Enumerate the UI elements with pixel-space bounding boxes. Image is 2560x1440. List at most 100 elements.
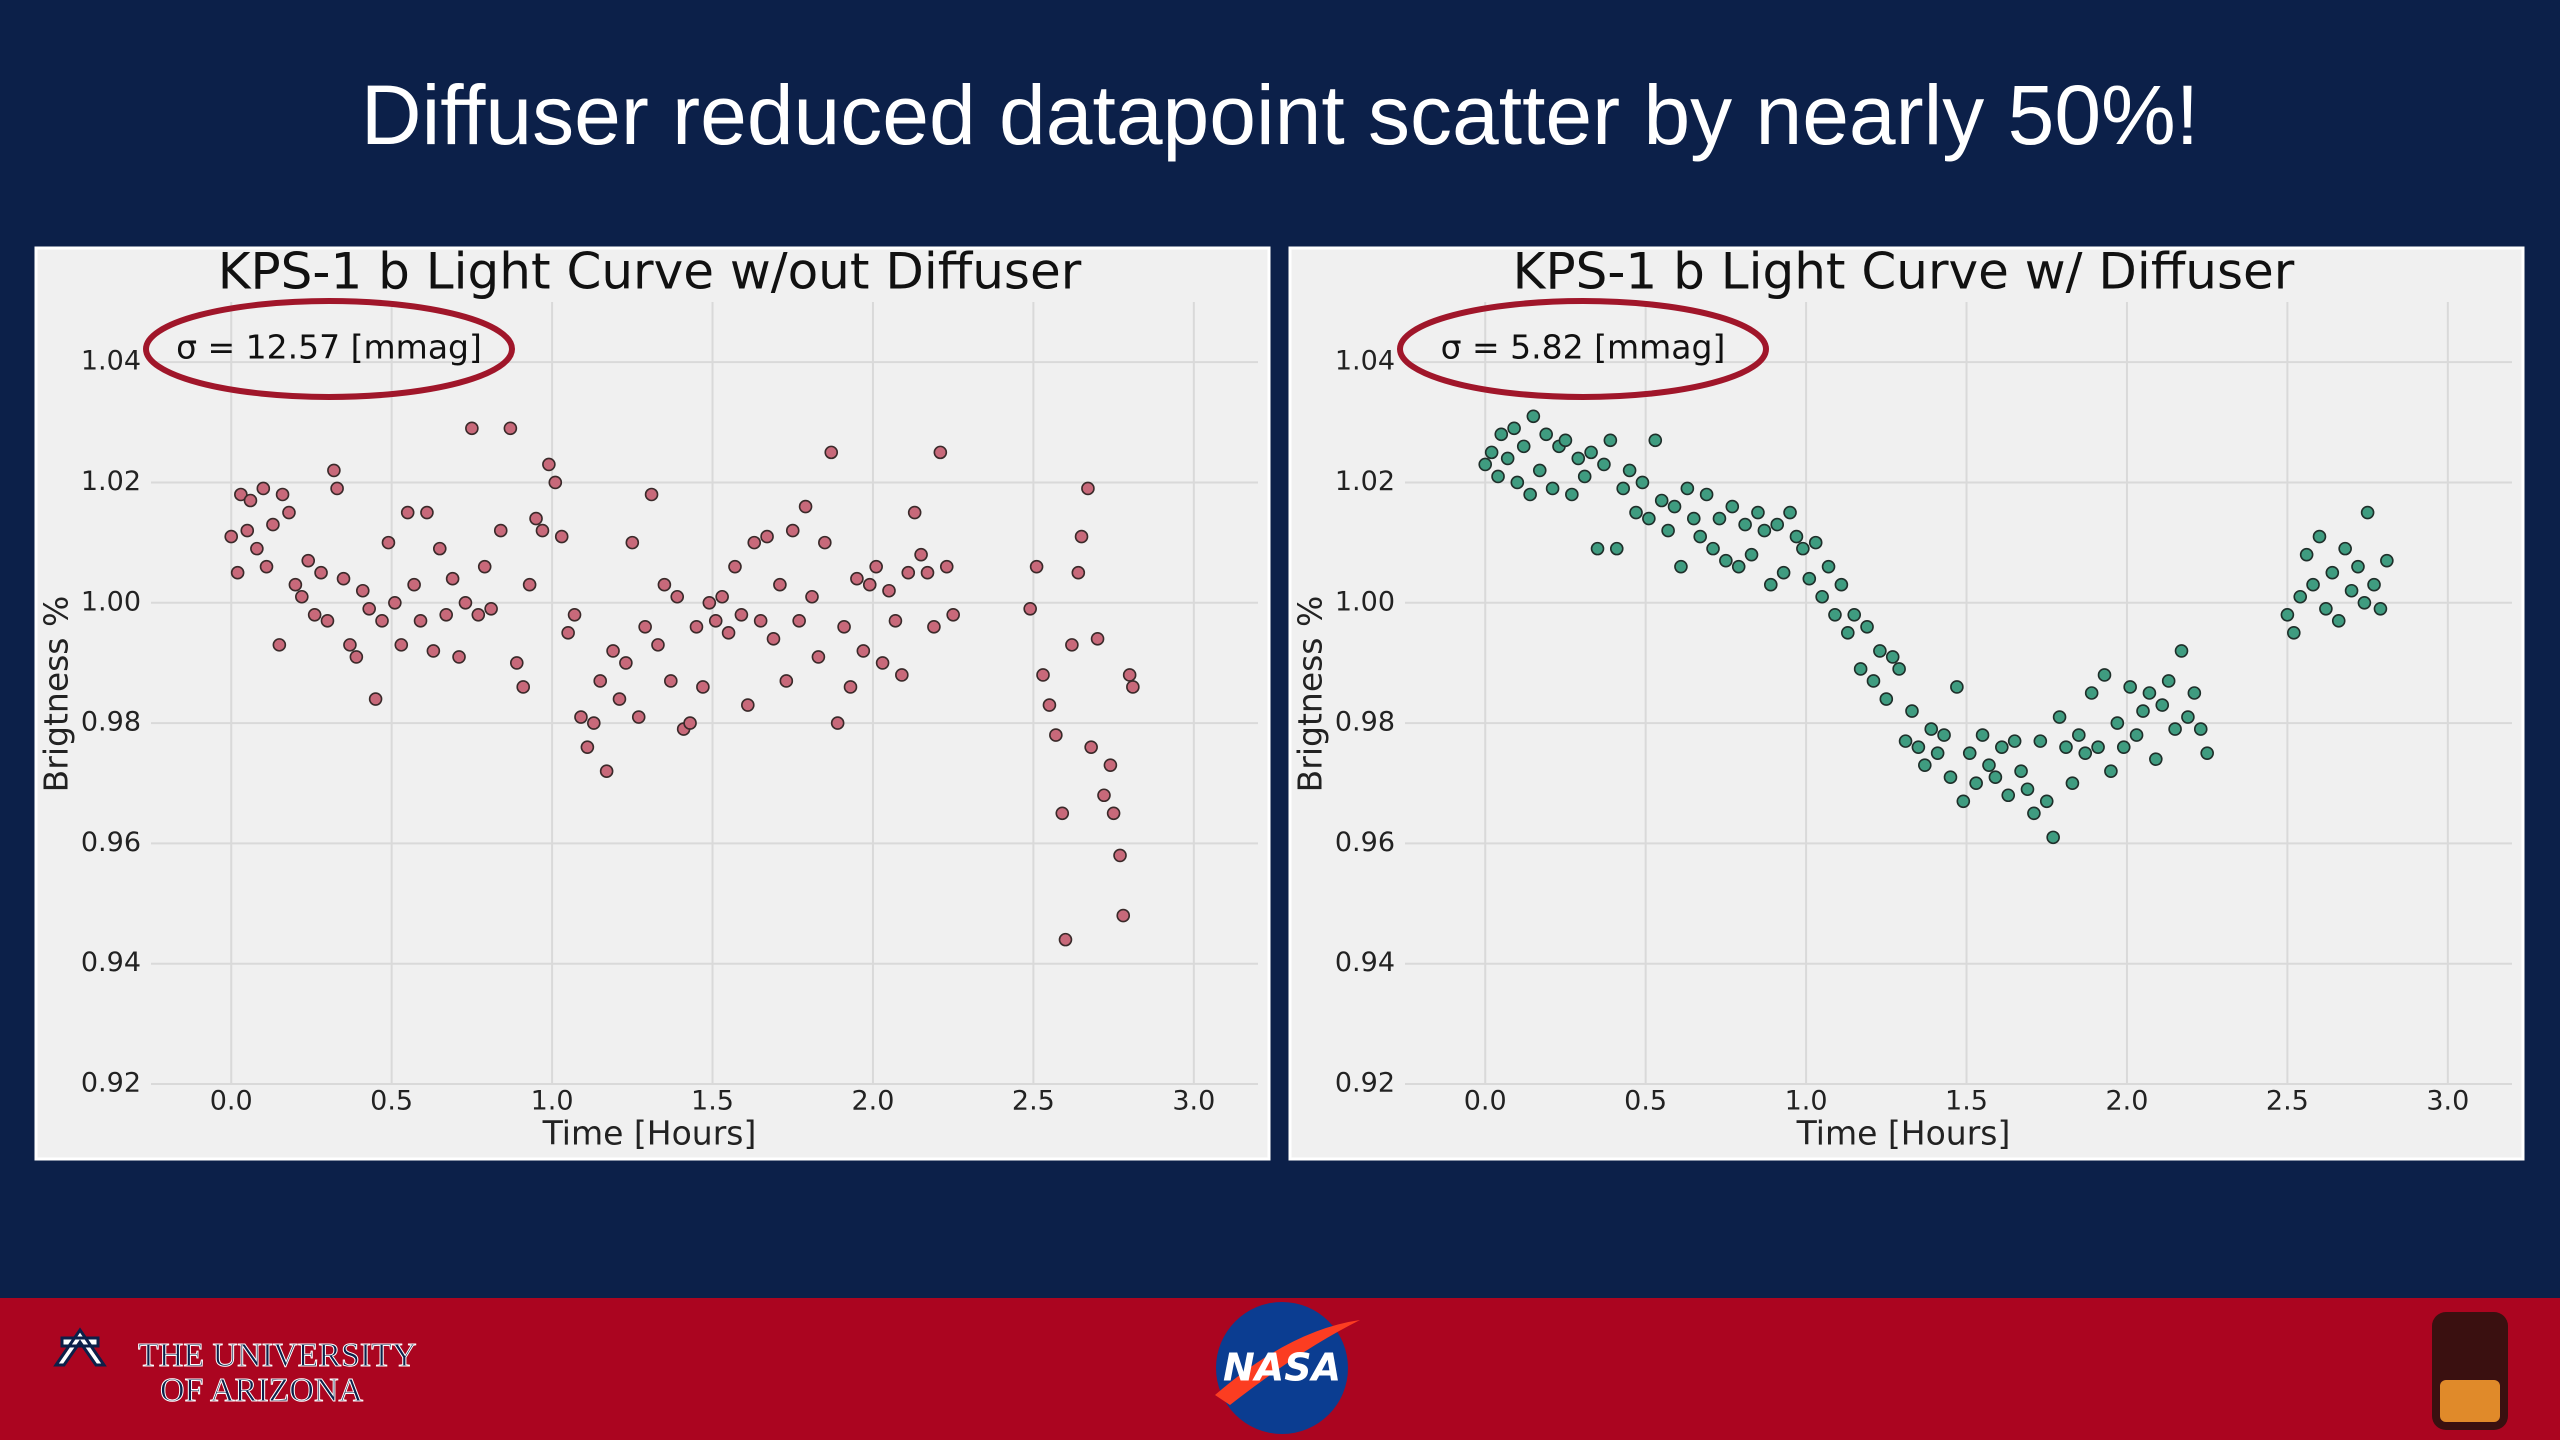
data-point (2299, 547, 2314, 562)
data-point (850, 571, 864, 586)
data-point (1719, 553, 1733, 568)
data-point (1834, 577, 1849, 592)
data-point (2065, 776, 2080, 791)
data-point (1532, 463, 1547, 478)
data-point (1635, 475, 1650, 490)
data-point (1898, 734, 1913, 748)
data-point (1597, 457, 1611, 472)
data-point (432, 541, 447, 556)
data-point (343, 638, 357, 652)
data-point (1744, 547, 1759, 562)
x-axis-label: Time [Hours] (542, 1114, 757, 1153)
data-point (2020, 782, 2035, 797)
data-point (1802, 571, 1817, 586)
slide-title: Diffuser reduced datapoint scatter by ne… (361, 68, 2199, 162)
data-point (400, 505, 415, 520)
data-point (2331, 614, 2346, 628)
data-point (760, 529, 774, 544)
data-point (1699, 487, 1714, 502)
data-point (1885, 650, 1900, 664)
y-tick-label: 0.98 (81, 707, 141, 738)
data-point (542, 457, 556, 472)
data-point (1622, 463, 1637, 478)
data-point (2200, 746, 2214, 760)
data-point (1571, 451, 1586, 466)
data-point (766, 632, 781, 646)
data-point (458, 595, 473, 610)
data-point (282, 505, 296, 520)
data-point (1763, 577, 1778, 592)
data-point (1937, 728, 1951, 742)
data-point (2155, 698, 2170, 712)
x-tick-label: 1.5 (691, 1086, 734, 1117)
y-tick-label: 0.94 (81, 947, 141, 978)
data-point (1661, 523, 1675, 538)
data-point (314, 565, 328, 580)
data-point (657, 577, 672, 592)
data-point (1516, 439, 1531, 454)
data-point (2039, 794, 2054, 809)
data-point (1090, 632, 1105, 646)
data-point (1783, 505, 1797, 520)
data-point (1860, 620, 1874, 634)
data-point (1905, 704, 1919, 718)
data-point (2149, 752, 2163, 766)
data-point (670, 589, 685, 604)
data-point (734, 607, 749, 622)
data-point (2351, 559, 2365, 574)
chart-title: KPS-1 b Light Curve w/ Diffuser (1513, 243, 2295, 301)
data-point (1982, 758, 1996, 772)
data-point (2052, 710, 2067, 724)
data-point (1654, 493, 1669, 508)
data-point (1507, 421, 1521, 436)
data-point (535, 523, 550, 538)
data-point (2338, 541, 2352, 556)
data-point (2014, 764, 2028, 779)
data-point (619, 656, 633, 670)
data-point (1081, 481, 1095, 496)
x-tick-label: 3.0 (1172, 1086, 1215, 1117)
data-point (1706, 541, 1720, 556)
data-point (2187, 686, 2202, 700)
data-point (2367, 577, 2381, 592)
data-point (1667, 499, 1682, 514)
data-point (1584, 445, 1598, 460)
data-point (2027, 806, 2041, 821)
data-point (381, 535, 396, 550)
x-tick-label: 0.5 (370, 1086, 413, 1117)
data-point (2319, 601, 2333, 616)
data-point (644, 487, 659, 502)
data-point (452, 650, 466, 664)
data-point (1712, 511, 1727, 526)
data-point (548, 475, 563, 490)
data-point (728, 559, 742, 574)
data-point (798, 499, 813, 514)
data-point (888, 614, 903, 628)
data-point (1055, 806, 1070, 821)
data-point (1523, 487, 1537, 502)
data-point (1526, 409, 1541, 424)
data-point (2007, 734, 2022, 748)
data-point (869, 559, 883, 574)
x-tick-label: 1.5 (1945, 1086, 1988, 1117)
data-point (2373, 601, 2388, 616)
data-point (606, 644, 620, 658)
annotation: σ = 12.57 [mmag] (176, 328, 482, 367)
data-point (901, 565, 916, 580)
nasa-text: NASA (1223, 1346, 1341, 1390)
chart-panel: 0.92 0.94 0.96 0.98 1.00 1.02 1.04 0.0 0.5 1.0 1.5… (1288, 243, 2525, 1161)
y-tick-label: 1.02 (81, 466, 141, 497)
data-point (2059, 740, 2073, 754)
x-tick-label: 2.5 (1012, 1086, 1055, 1117)
data-point (1565, 487, 1579, 502)
data-point (2110, 716, 2125, 730)
data-point (336, 571, 351, 586)
data-point (256, 481, 271, 496)
data-point (2116, 740, 2131, 754)
data-point (2097, 668, 2112, 682)
data-point (2287, 626, 2301, 640)
data-point (2123, 680, 2137, 694)
data-point (1911, 740, 1926, 754)
data-point (1853, 662, 1868, 676)
data-point (811, 650, 826, 664)
